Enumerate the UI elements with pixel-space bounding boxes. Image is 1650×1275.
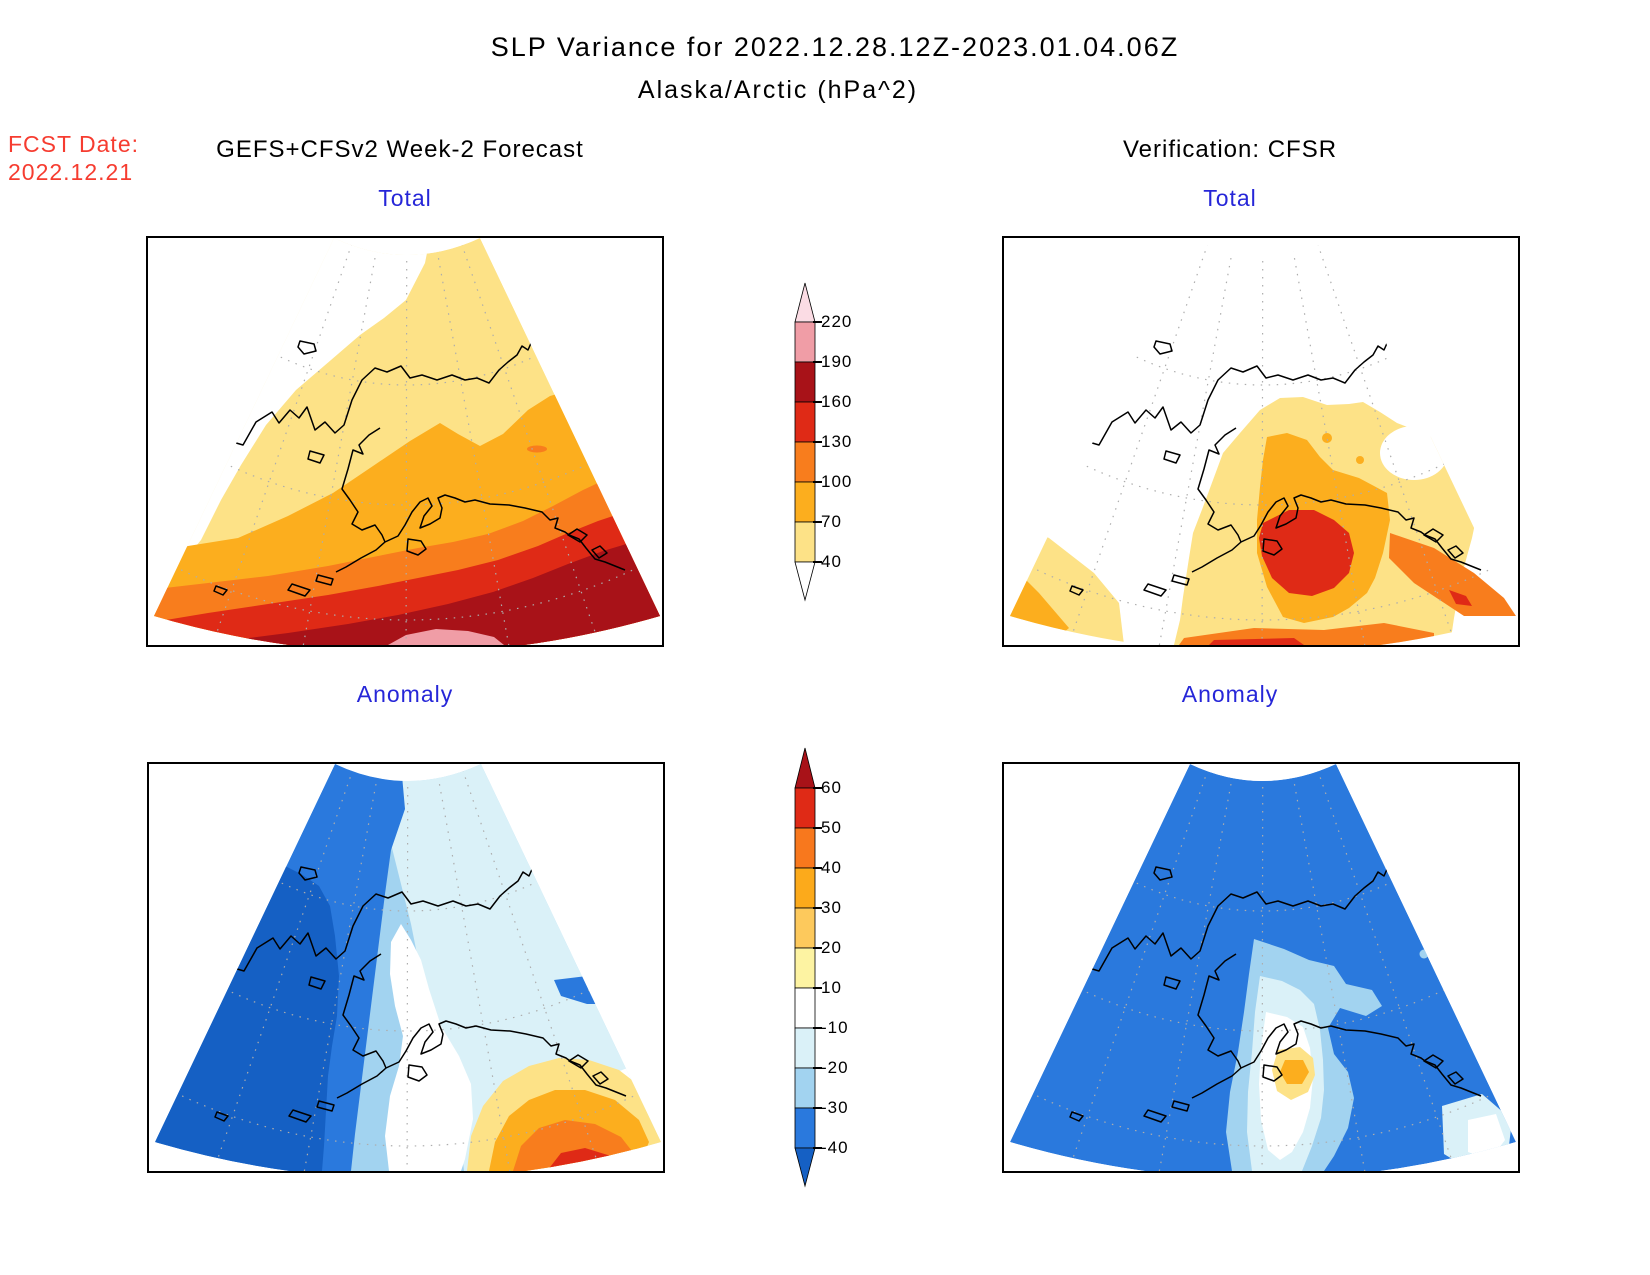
contour-spot: [527, 445, 547, 453]
colorbar-arrow-top: [794, 282, 816, 323]
colorbar-tick-label: -40: [813, 1138, 869, 1158]
contour-band: [1209, 638, 1304, 645]
colorbar-tick-label: 220: [813, 312, 869, 332]
page-subtitle: Alaska/Arctic (hPa^2): [637, 76, 919, 104]
contour-band: [1449, 590, 1472, 606]
contour-spot: [1419, 949, 1429, 959]
contour-band: [388, 629, 504, 645]
forecast-column-header: GEFS+CFSv2 Week-2 Forecast: [216, 136, 584, 163]
colorbar-total: [794, 282, 816, 602]
map-panel-verification-total: [1002, 236, 1520, 647]
colorbar-tick-label: -30: [813, 1098, 869, 1118]
map-panel-forecast-anomaly: [147, 762, 665, 1173]
colorbar-tick-label: 10: [813, 978, 869, 998]
contour-band: [1259, 510, 1354, 596]
map-panel-forecast-total: [146, 236, 664, 647]
colorbar-anomaly: [794, 747, 816, 1188]
contour-hole: [1380, 426, 1448, 480]
colorbar-tick-label: -20: [813, 1058, 869, 1078]
colorbar-arrow-bottom: [794, 1147, 816, 1188]
colorbar-segment: [794, 1027, 816, 1069]
contour-band: [228, 538, 660, 645]
colorbar-tick-label: 70: [813, 512, 869, 532]
contour-band: [1280, 1060, 1309, 1084]
map-panel-verification-anomaly: [1002, 762, 1520, 1173]
map-verification-total: [1010, 238, 1516, 645]
colorbar-arrow-bottom: [794, 561, 816, 602]
colorbar-segment: [794, 907, 816, 949]
fcst-date-value: 2022.12.21: [8, 159, 134, 185]
colorbar-segment: [794, 827, 816, 869]
colorbar-segment: [794, 521, 816, 563]
colorbar-tick-label: 100: [813, 472, 869, 492]
colorbar-tick-label: -10: [813, 1018, 869, 1038]
colorbar-tick-label: 40: [813, 552, 869, 572]
map-forecast-anomaly: [155, 764, 661, 1171]
contour-band: [155, 862, 339, 1171]
contour-spot: [1322, 433, 1332, 443]
colorbar-tick-label: 130: [813, 432, 869, 452]
colorbar-segment: [794, 1067, 816, 1109]
colorbar-tick-label: 160: [813, 392, 869, 412]
verification-column-header: Verification: CFSR: [1122, 136, 1338, 163]
colorbar-segment: [794, 401, 816, 443]
contour-band: [385, 924, 473, 1171]
colorbar-segment: [794, 361, 816, 403]
panel-title-forecast-anomaly: Anomaly: [356, 681, 454, 707]
colorbar-tick-label: 30: [813, 898, 869, 918]
colorbar-segment: [794, 787, 816, 829]
colorbar-tick-label: 50: [813, 818, 869, 838]
colorbar-segment: [794, 987, 816, 1029]
colorbar-tick-label: 190: [813, 352, 869, 372]
contour-spot: [1356, 456, 1364, 464]
colorbar-segment: [794, 481, 816, 523]
contour-band: [1389, 533, 1516, 616]
panel-title-verification-total: Total: [1203, 185, 1257, 211]
colorbar-segment: [794, 441, 816, 483]
colorbar-segment: [794, 947, 816, 989]
panel-title-forecast-total: Total: [378, 185, 432, 211]
panel-title-verification-anomaly: Anomaly: [1181, 681, 1279, 707]
map-forecast-total: [154, 238, 660, 645]
page-title: SLP Variance for 2022.12.28.12Z-2023.01.…: [490, 32, 1180, 62]
colorbar-tick-label: 40: [813, 858, 869, 878]
colorbar-segment: [794, 321, 816, 363]
colorbar-arrow-top: [794, 747, 816, 789]
colorbar-tick-label: 20: [813, 938, 869, 958]
colorbar-segment: [794, 867, 816, 909]
fcst-date-label: FCST Date:: [8, 131, 139, 157]
colorbar-tick-label: 60: [813, 778, 869, 798]
colorbar-segment: [794, 1107, 816, 1149]
map-verification-anomaly: [1010, 764, 1516, 1171]
